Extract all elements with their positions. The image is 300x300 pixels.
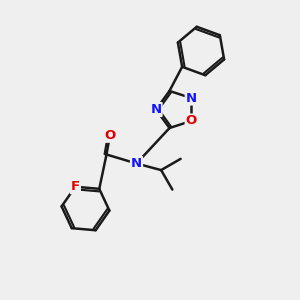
Text: N: N (186, 92, 197, 104)
Text: F: F (71, 180, 80, 193)
Text: N: N (150, 103, 162, 116)
Text: O: O (186, 115, 197, 128)
Text: N: N (131, 157, 142, 170)
Text: O: O (104, 129, 116, 142)
